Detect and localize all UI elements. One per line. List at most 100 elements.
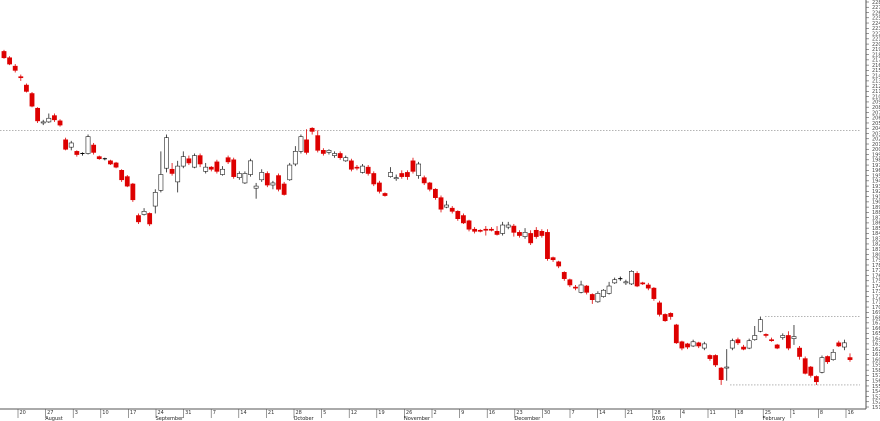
candle-body <box>567 279 573 286</box>
x-tick-label: 8 <box>820 410 823 416</box>
y-tick-label: 175 <box>872 279 880 285</box>
y-tick-label: 203 <box>872 131 880 137</box>
x-tick-label: 3 <box>75 410 78 416</box>
y-tick-label: 196 <box>872 168 880 174</box>
candle-body <box>343 157 349 162</box>
candle-body <box>589 294 595 301</box>
candle-body <box>35 107 41 122</box>
candle-body <box>354 166 360 169</box>
candle-body <box>130 183 136 201</box>
candle-body <box>304 139 309 153</box>
candle-body <box>220 168 225 175</box>
candle-body <box>74 151 80 155</box>
y-tick-label: 214 <box>872 73 880 79</box>
y-tick-label: 153 <box>872 394 880 400</box>
y-tick-label: 166 <box>872 326 880 332</box>
y-tick-label: 154 <box>872 389 880 395</box>
y-tick-label: 179 <box>872 258 880 264</box>
y-tick-label: 172 <box>872 294 880 300</box>
y-tick-label: 202 <box>872 137 880 143</box>
candle-body <box>696 342 702 347</box>
y-tick-label: 155 <box>872 384 880 390</box>
candle-body <box>584 285 590 293</box>
y-tick-label: 170 <box>872 305 880 311</box>
x-tick-label: 20 <box>20 410 26 416</box>
x-tick-label: 26 <box>406 410 412 416</box>
x-tick-label: 30 <box>544 410 550 416</box>
candle-body <box>449 207 455 212</box>
x-tick-label: 25 <box>765 410 771 416</box>
x-tick-label: 19 <box>378 410 384 416</box>
candle-body <box>264 173 270 186</box>
x-tick-label: 9 <box>461 410 464 416</box>
y-tick-label: 186 <box>872 221 880 227</box>
candle-body <box>40 121 46 124</box>
candle-body <box>180 156 186 167</box>
candle-body <box>68 142 74 148</box>
candle-body <box>46 117 52 123</box>
candle-body <box>668 313 674 317</box>
candle-body <box>785 335 791 349</box>
y-tick-label: 221 <box>872 37 880 43</box>
y-tick-label: 220 <box>872 42 880 48</box>
candle-body <box>808 366 814 376</box>
y-tick-label: 192 <box>872 189 880 195</box>
x-axis-ticks: 20 27 3 10 17 24 31 7 14 21 28 5 12 19 26 2 9 16 23 30 7 14 21… <box>17 409 854 418</box>
candle-body <box>797 347 802 357</box>
candle-body <box>612 279 618 284</box>
y-tick-label: 157 <box>872 373 880 379</box>
candle-body <box>444 204 450 208</box>
candle-body <box>517 232 522 236</box>
y-tick-label: 200 <box>872 147 880 153</box>
candle-body <box>830 351 836 360</box>
y-tick-label: 176 <box>872 273 880 279</box>
candle-body <box>348 160 354 170</box>
y-tick-label: 199 <box>872 152 880 158</box>
candle-body <box>690 341 696 347</box>
candle-body <box>735 339 741 344</box>
candle-body <box>629 270 634 285</box>
candle-body <box>416 163 421 176</box>
candle-body <box>113 162 119 168</box>
candle-body <box>819 357 825 373</box>
x-tick-label: 7 <box>213 410 216 416</box>
candle-body <box>483 228 489 231</box>
candle-body <box>52 115 57 121</box>
candle-body <box>119 170 125 181</box>
x-tick-label: 28 <box>296 410 302 416</box>
candle-body <box>701 343 707 349</box>
candle-body <box>472 228 478 232</box>
month-label: November <box>404 416 431 421</box>
y-tick-label: 210 <box>872 94 880 100</box>
candle-body <box>399 173 405 177</box>
x-tick-label: 14 <box>599 410 605 416</box>
month-label: October <box>294 416 315 421</box>
candle-body <box>85 136 91 154</box>
candle-body <box>657 302 662 315</box>
x-tick-label: 12 <box>351 410 357 416</box>
candle-body <box>791 336 797 339</box>
y-tick-label: 156 <box>872 379 880 385</box>
candle-body <box>847 357 853 360</box>
candle-body <box>276 175 281 190</box>
candle-body <box>662 314 668 322</box>
y-tick-label: 223 <box>872 26 880 32</box>
candle-body <box>634 273 640 287</box>
candle-body <box>225 157 231 163</box>
candle-body <box>685 343 690 348</box>
candle-body <box>466 220 472 230</box>
y-tick-label: 187 <box>872 215 880 221</box>
y-tick-label: 198 <box>872 158 880 164</box>
candle-body <box>500 224 506 234</box>
y-tick-label: 194 <box>872 179 880 185</box>
candle-body <box>298 136 304 152</box>
x-tick-label: 10 <box>102 410 108 416</box>
y-tick-label: 208 <box>872 105 880 111</box>
x-tick-label: 11 <box>710 410 716 416</box>
candle-body <box>729 340 735 349</box>
y-tick-label: 160 <box>872 357 880 363</box>
candle-body <box>825 356 830 363</box>
y-tick-label: 168 <box>872 315 880 321</box>
month-label: 2016 <box>652 416 665 421</box>
